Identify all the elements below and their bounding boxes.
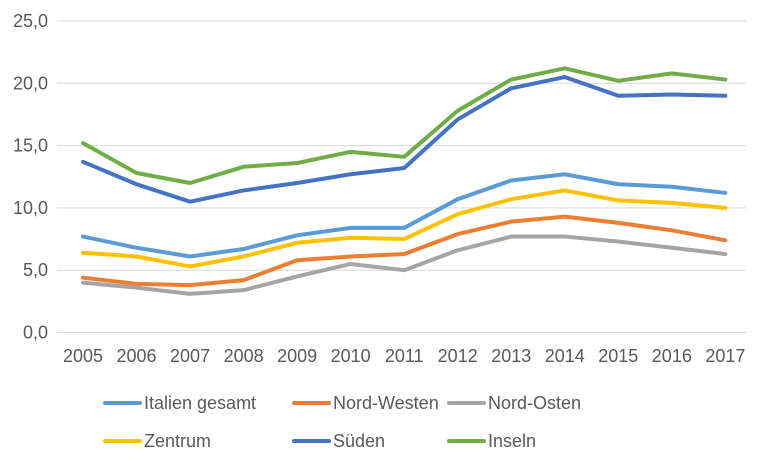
x-axis-tick-label: 2007 (170, 346, 210, 366)
legend-label-zentrum: Zentrum (144, 431, 212, 451)
legend-marker-nord-osten-icon (447, 401, 486, 405)
line-chart-plot-area: 25,0 20,0 15,0 10,0 5,0 0,0 2005 2006 2007 2008 20… (13, 11, 746, 366)
legend-item-italien-gesamt: Italien gesamt (103, 393, 256, 413)
y-axis-tick-label: 0,0 (23, 323, 48, 343)
legend-label-inseln: Inseln (488, 431, 537, 451)
x-axis-tick-label: 2013 (491, 346, 531, 366)
legend-label-italien-gesamt: Italien gesamt (144, 393, 257, 413)
y-axis-tick-label: 15,0 (13, 136, 48, 156)
legend-marker-nord-westen-icon (292, 401, 331, 405)
series-line-italien-gesamt (81, 172, 728, 259)
x-axis-tick-label: 2008 (224, 346, 264, 366)
x-axis-tick-label: 2010 (331, 346, 371, 366)
legend-item-nord-westen: Nord-Westen (292, 393, 439, 413)
series-line-nord-osten (81, 234, 728, 296)
series-line-s-den (81, 75, 728, 204)
x-axis-tick-label: 2014 (545, 346, 585, 366)
y-axis-tick-label: 20,0 (13, 73, 48, 93)
series-line-inseln (81, 66, 728, 185)
x-axis-tick-label: 2011 (385, 346, 424, 366)
legend-item-sueden: Süden (292, 431, 385, 451)
legend-label-nord-westen: Nord-Westen (333, 393, 439, 413)
x-axis-tick-label: 2006 (117, 346, 157, 366)
series-line-zentrum (81, 188, 728, 269)
x-axis-tick-label: 2005 (63, 346, 103, 366)
series-line-nord-westen (81, 214, 728, 288)
y-axis-tick-label: 10,0 (13, 198, 48, 218)
x-axis-tick-label: 2012 (438, 346, 478, 366)
legend-item-inseln: Inseln (447, 431, 536, 451)
x-axis-tick-label: 2016 (652, 346, 692, 366)
y-axis-tick-label: 25,0 (13, 11, 48, 31)
legend-marker-italien-gesamt-icon (103, 401, 142, 405)
x-axis-tick-label: 2009 (277, 346, 317, 366)
x-axis-tick-label: 2017 (705, 346, 745, 366)
legend-label-sueden: Süden (333, 431, 386, 451)
legend-item-zentrum: Zentrum (103, 431, 211, 451)
legend-marker-inseln-icon (447, 439, 486, 443)
legend-label-nord-osten: Nord-Osten (488, 393, 582, 413)
legend-item-nord-osten: Nord-Osten (447, 393, 581, 413)
x-axis-tick-label: 2015 (598, 346, 638, 366)
legend-marker-sueden-icon (292, 439, 331, 443)
legend-marker-zentrum-icon (103, 439, 142, 443)
y-axis-tick-label: 5,0 (23, 260, 48, 280)
chart-svg: 25,0 20,0 15,0 10,0 5,0 0,0 2005 2006 2007 2008 20… (13, 11, 746, 366)
